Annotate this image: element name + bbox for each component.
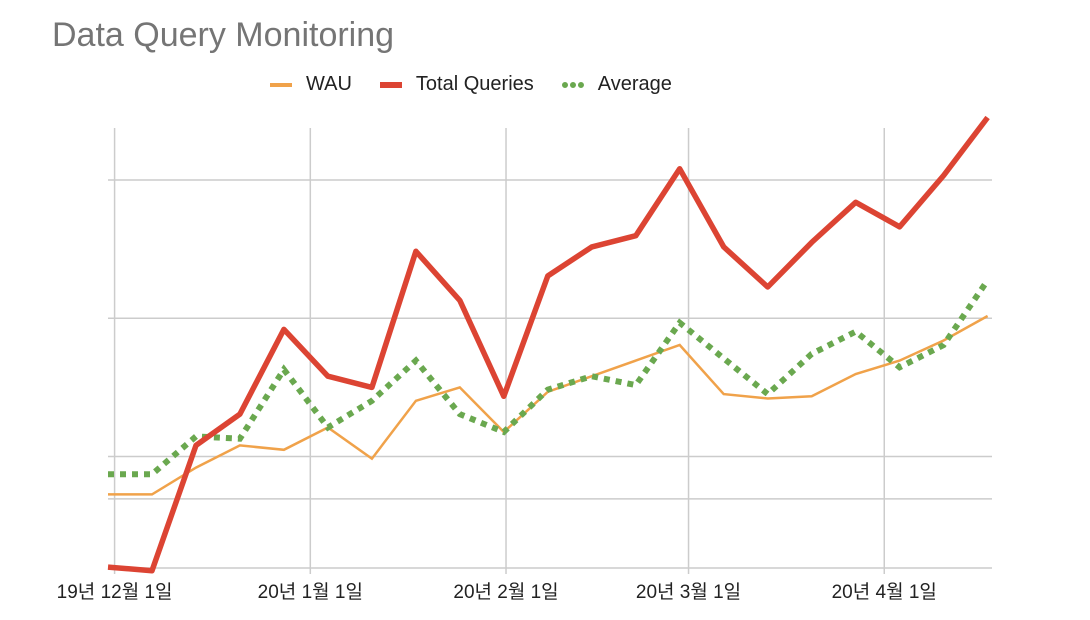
legend: WAU Total Queries Average bbox=[270, 73, 672, 96]
legend-swatch-average bbox=[561, 81, 584, 88]
legend-label-average: Average bbox=[597, 73, 672, 95]
legend-item-wau[interactable]: WAU bbox=[270, 73, 352, 96]
x-tick-label-0: 19년 12월 1일 bbox=[57, 581, 173, 603]
x-tick-label-4: 20년 4월 1일 bbox=[832, 581, 937, 603]
x-tick-label-1: 20년 1월 1일 bbox=[258, 581, 363, 603]
x-tick-label-3: 20년 3월 1일 bbox=[636, 581, 741, 603]
series-line-average bbox=[108, 278, 991, 478]
legend-item-average[interactable]: Average bbox=[561, 73, 672, 96]
series-line-total-queries bbox=[107, 115, 990, 574]
legend-label-total-queries: Total Queries bbox=[415, 73, 534, 95]
chart-title: Data Query Monitoring bbox=[52, 16, 395, 54]
legend-item-total-queries[interactable]: Total Queries bbox=[379, 73, 534, 96]
series-line-wau bbox=[108, 314, 989, 496]
x-tick-label-2: 20년 2월 1일 bbox=[453, 581, 558, 603]
legend-swatch-total-queries bbox=[379, 81, 402, 88]
legend-swatch-wau bbox=[270, 82, 292, 87]
legend-label-wau: WAU bbox=[306, 73, 352, 95]
